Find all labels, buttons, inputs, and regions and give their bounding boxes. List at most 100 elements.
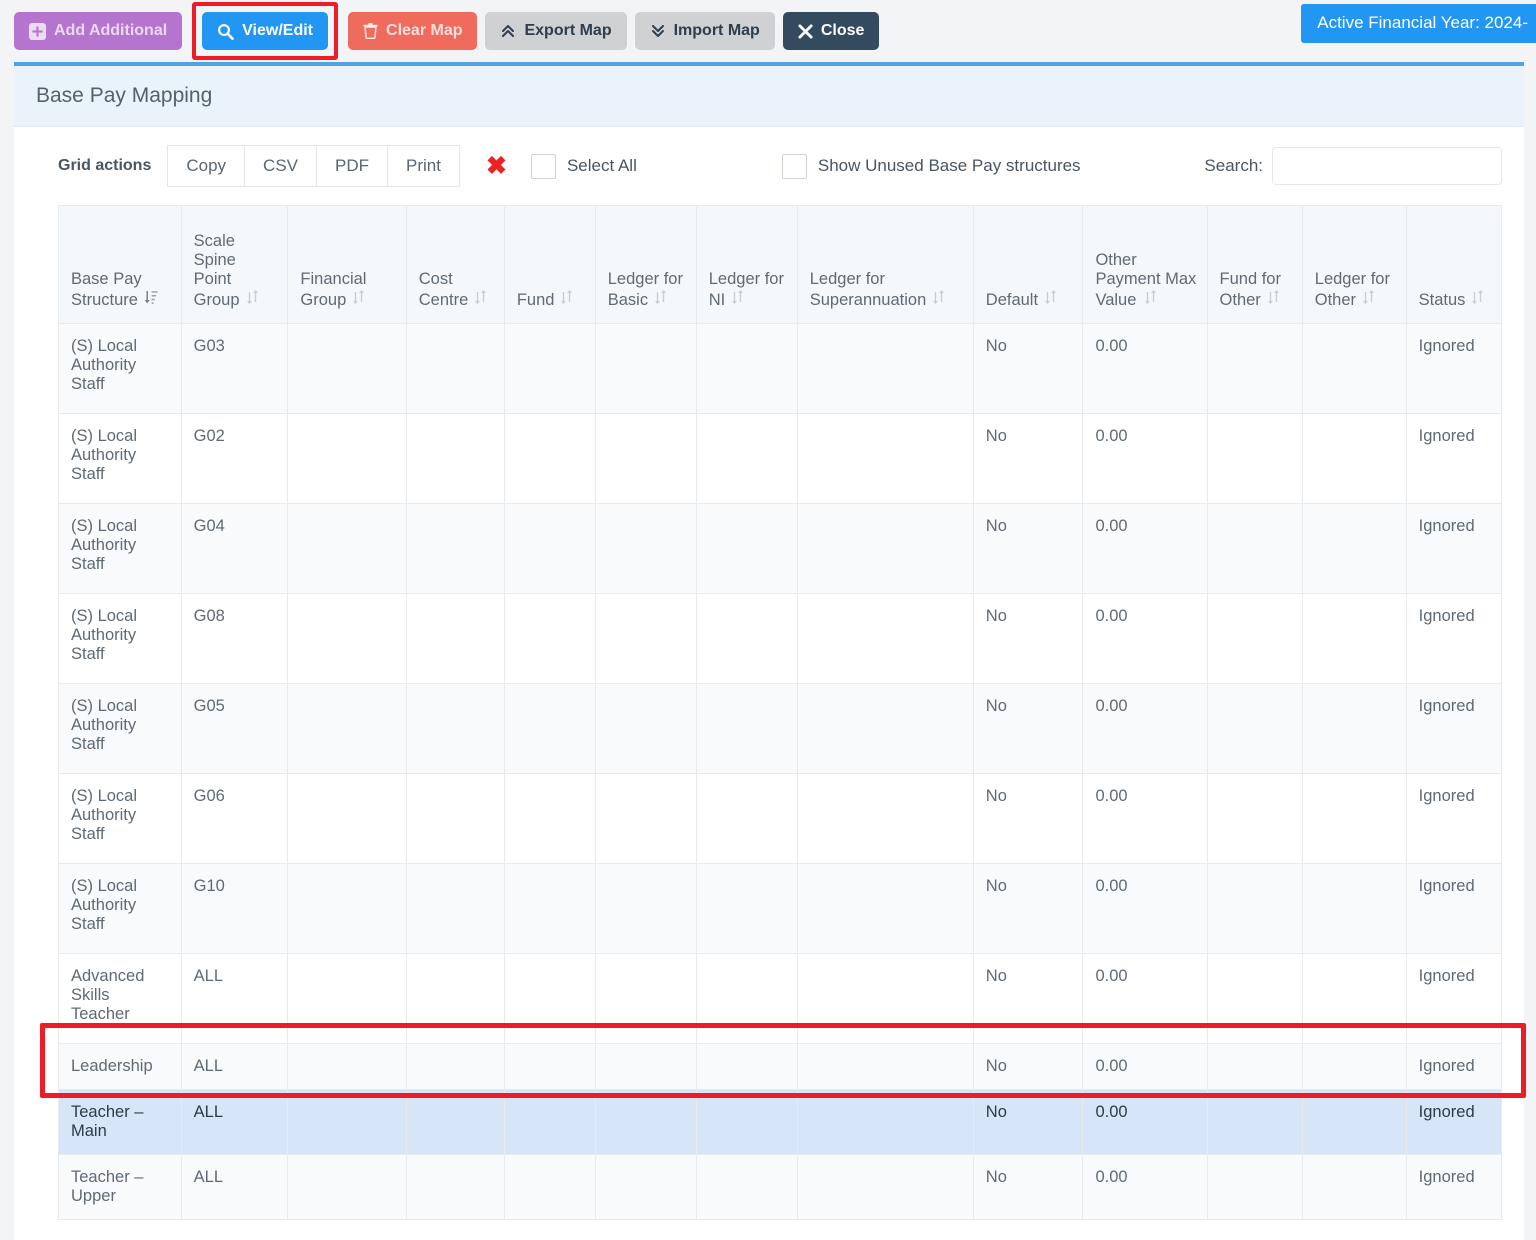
table-cell: [1206, 323, 1303, 414]
sort-icon[interactable]: [352, 289, 365, 305]
show-unused-checkbox[interactable]: [781, 153, 807, 179]
table-cell: [1206, 593, 1303, 684]
table-cell: [594, 953, 697, 1044]
table-row[interactable]: (S) Local Authority Staff G02 No 0.00 Ignore…: [58, 413, 1503, 504]
sort-icon[interactable]: [560, 289, 573, 305]
copy-button[interactable]: Copy: [167, 145, 245, 187]
table-cell: Ignored: [1405, 953, 1503, 1044]
table-row[interactable]: (S) Local Authority Staff G10 No 0.00 Ignore…: [58, 863, 1503, 954]
table-cell: 0.00: [1082, 863, 1208, 954]
table-row[interactable]: (S) Local Authority Staff G03 No 0.00 Ignore…: [58, 323, 1503, 414]
table-cell: Ignored: [1405, 1089, 1503, 1155]
table-cell: [405, 1043, 505, 1090]
show-unused-control[interactable]: Show Unused Base Pay structures: [781, 153, 1081, 179]
table-cell: [695, 953, 798, 1044]
table-cell: G08: [180, 593, 289, 684]
table-cell: G10: [180, 863, 289, 954]
column-header-default[interactable]: Default: [972, 205, 1084, 324]
sort-icon[interactable]: [1044, 289, 1057, 305]
sort-icon[interactable]: [731, 289, 744, 305]
column-header-label: Scale Spine Point Group: [193, 232, 240, 309]
import-map-label: Import Map: [673, 22, 760, 39]
sort-icon[interactable]: [932, 289, 945, 305]
column-header-fund[interactable]: Fund: [503, 205, 596, 324]
sort-icon[interactable]: [1144, 289, 1157, 305]
table-row[interactable]: Leadership ALL No 0.00 Ignored: [58, 1043, 1503, 1090]
export-map-button[interactable]: Export Map: [485, 12, 627, 50]
table-cell: [796, 413, 974, 504]
column-header-ledger-for-other[interactable]: Ledger for Other: [1301, 205, 1407, 324]
column-header-ledger-for-ni[interactable]: Ledger for NI: [695, 205, 798, 324]
column-header-financial-group[interactable]: Financial Group: [287, 205, 407, 324]
page-title: Base Pay Mapping: [14, 66, 1524, 127]
table-cell: [405, 773, 505, 864]
table-cell: [1301, 1154, 1407, 1220]
column-header-ledger-for-basic[interactable]: Ledger for Basic: [594, 205, 697, 324]
table-cell: [503, 1089, 596, 1155]
table-cell: [405, 503, 505, 594]
table-cell: 0.00: [1082, 683, 1208, 774]
sort-icon[interactable]: [246, 289, 259, 305]
export-map-label: Export Map: [524, 22, 612, 39]
sort-icon[interactable]: [474, 289, 487, 305]
table-cell: [287, 953, 407, 1044]
column-header-fund-for-other[interactable]: Fund for Other: [1206, 205, 1303, 324]
table-cell: [796, 1043, 974, 1090]
table-cell: [503, 503, 596, 594]
table-cell: [594, 323, 697, 414]
table-cell: [1301, 503, 1407, 594]
sort-icon-active[interactable]: [144, 289, 158, 305]
table-cell: Ignored: [1405, 1154, 1503, 1220]
table-cell: (S) Local Authority Staff: [58, 773, 182, 864]
sort-icon[interactable]: [1267, 289, 1280, 305]
pdf-button[interactable]: PDF: [316, 145, 388, 187]
column-header-other-payment-max-value[interactable]: Other Payment Max Value: [1082, 205, 1208, 324]
csv-button[interactable]: CSV: [244, 145, 317, 187]
add-additional-button[interactable]: Add Additional: [14, 12, 183, 50]
table-cell: [1301, 863, 1407, 954]
table-cell: [287, 863, 407, 954]
view-edit-label: View/Edit: [242, 22, 314, 39]
table-cell: [1206, 863, 1303, 954]
column-header-label: Ledger for Basic: [607, 270, 683, 309]
column-header-label: Cost Centre: [418, 270, 469, 309]
table-body: (S) Local Authority Staff G03 No 0.00 Ignore…: [58, 323, 1503, 1220]
search-input[interactable]: [1272, 147, 1502, 185]
table-row[interactable]: Advanced Skills Teacher ALL No 0.00 Ignored: [58, 953, 1503, 1044]
table-row[interactable]: Teacher – Upper ALL No 0.00 Ignored: [58, 1154, 1503, 1220]
column-header-base-pay-structure[interactable]: Base Pay Structure: [58, 205, 182, 324]
select-all-control[interactable]: Select All: [530, 153, 637, 179]
table-cell: G05: [180, 683, 289, 774]
table-row[interactable]: Teacher – Main ALL No 0.00 Ignored: [58, 1089, 1503, 1155]
table-cell: [695, 683, 798, 774]
column-header-label: Fund for Other: [1219, 270, 1281, 309]
import-map-button[interactable]: Import Map: [634, 12, 775, 50]
table-cell: [1206, 1154, 1303, 1220]
table-row[interactable]: (S) Local Authority Staff G06 No 0.00 Ignore…: [58, 773, 1503, 864]
top-toolbar: Add Additional View/Edit Clear Map Expor…: [0, 0, 1536, 62]
table-row[interactable]: (S) Local Authority Staff G05 No 0.00 Ignore…: [58, 683, 1503, 774]
select-all-checkbox[interactable]: [530, 153, 556, 179]
table-cell: Ignored: [1405, 1043, 1503, 1090]
sort-icon[interactable]: [1362, 289, 1375, 305]
sort-icon[interactable]: [654, 289, 667, 305]
red-x-icon[interactable]: ✖: [485, 151, 507, 180]
table-cell: 0.00: [1082, 503, 1208, 594]
close-button[interactable]: Close: [782, 12, 880, 50]
view-edit-button[interactable]: View/Edit: [202, 12, 329, 50]
table-row[interactable]: (S) Local Authority Staff G04 No 0.00 Ignore…: [58, 503, 1503, 594]
view-edit-highlight-box: View/Edit: [192, 2, 339, 60]
table-cell: [695, 1043, 798, 1090]
clear-map-button[interactable]: Clear Map: [348, 12, 478, 50]
print-button[interactable]: Print: [387, 145, 460, 187]
clear-map-label: Clear Map: [386, 22, 463, 39]
column-header-scale-spine-point-group[interactable]: Scale Spine Point Group: [180, 205, 289, 324]
column-header-cost-centre[interactable]: Cost Centre: [405, 205, 505, 324]
column-header-ledger-for-superannuation[interactable]: Ledger for Superannuation: [796, 205, 974, 324]
table-row[interactable]: (S) Local Authority Staff G08 No 0.00 Ignore…: [58, 593, 1503, 684]
table-cell: [503, 1043, 596, 1090]
column-header-status[interactable]: Status: [1405, 205, 1503, 324]
table-cell: [594, 773, 697, 864]
sort-icon[interactable]: [1471, 289, 1484, 305]
table-cell: [1301, 323, 1407, 414]
